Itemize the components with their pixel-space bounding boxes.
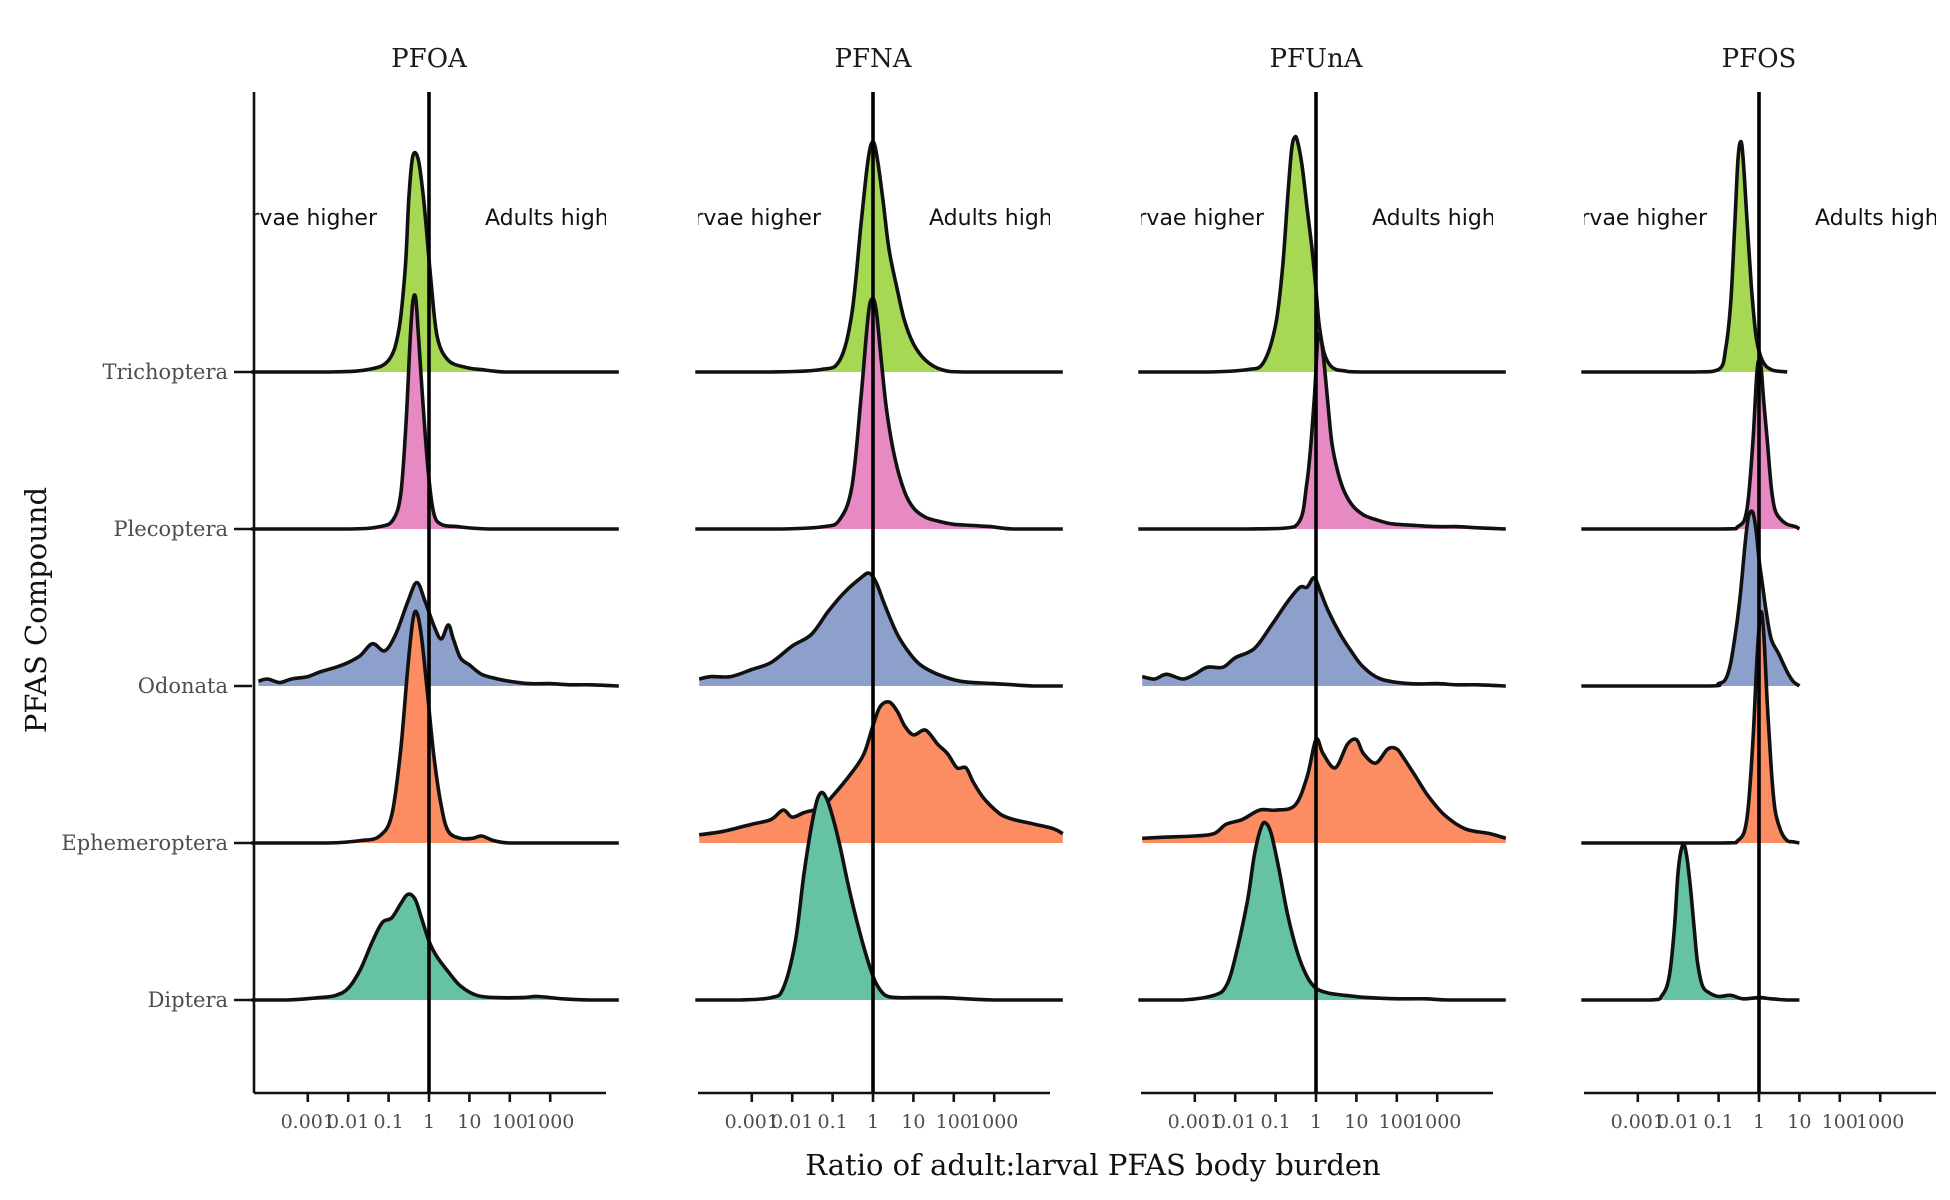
panel-title-pfuna: PFUnA	[1270, 44, 1364, 74]
ridge-line-pfna-plecoptera	[695, 296, 1063, 531]
x-tick-label-pfoa-3: 1	[423, 1111, 435, 1133]
x-tick-label-pfuna-6: 1000	[1413, 1111, 1461, 1133]
y-axis: Trichoptera Plecoptera Odonata Ephemeropter…	[61, 360, 252, 1012]
x-tick-label-pfuna-5: 100	[1379, 1111, 1415, 1133]
ridge-fill-pfos-ephemeroptera	[1581, 611, 1800, 843]
ridge-line-pfuna-trichoptera	[1138, 134, 1506, 374]
y-axis-title: PFAS Compound	[19, 487, 53, 733]
y-tick-label-diptera: Diptera	[148, 988, 228, 1012]
ridge-fill-pfuna-plecoptera	[1138, 333, 1506, 529]
ridge-fill-pfoa-ephemeroptera	[251, 611, 619, 843]
ridge-fill-pfoa-trichoptera	[251, 152, 619, 372]
ridge-fill-pfna-ephemeroptera	[699, 701, 1063, 843]
x-tick-label-pfos-2: 0.1	[1703, 1111, 1733, 1133]
panel-title-pfna: PFNA	[834, 44, 912, 74]
ridge-line-pfna-diptera	[695, 790, 1063, 1002]
ridge-line-pfoa-diptera	[251, 892, 619, 1002]
x-tick-label-pfna-1: 0.01	[771, 1111, 813, 1133]
x-tick-label-pfoa-4: 10	[457, 1111, 481, 1133]
x-tick-label-pfos-1: 0.01	[1657, 1111, 1699, 1133]
ridge-line-pfuna-diptera	[1138, 820, 1506, 1002]
ridge-line-pfos-trichoptera	[1581, 139, 1788, 374]
ridge-fill-pfuna-diptera	[1138, 822, 1506, 1000]
ridge-fill-pfos-plecoptera	[1581, 359, 1800, 529]
ridge-fill-pfoa-diptera	[251, 894, 619, 1000]
y-tick-label-ephemeroptera: Ephemeroptera	[61, 831, 228, 855]
ridge-line-pfuna-plecoptera	[1138, 331, 1506, 531]
annotation-adults-higher-pfos: Adults higher	[1815, 206, 1950, 231]
annotation-larvae-higher-pfoa: Larvae higher	[225, 206, 378, 231]
x-tick-label-pfoa-5: 100	[492, 1111, 528, 1133]
panel-title-pfoa: PFOA	[391, 44, 468, 74]
y-tick-label-odonata: Odonata	[138, 674, 228, 698]
ridge-fill-pfos-trichoptera	[1581, 141, 1788, 372]
ridge-line-pfoa-trichoptera	[251, 150, 619, 374]
y-tick-label-plecoptera: Plecoptera	[113, 517, 228, 541]
x-axis-title: Ratio of adult:larval PFAS body burden	[805, 1148, 1380, 1182]
ridge-line-pfos-ephemeroptera	[1581, 609, 1800, 845]
x-tick-label-pfna-6: 1000	[970, 1111, 1018, 1133]
panel-title-pfos: PFOS	[1722, 44, 1797, 74]
ridge-line-pfoa-ephemeroptera	[251, 609, 619, 845]
ridge-line-pfoa-plecoptera	[251, 293, 619, 531]
x-tick-label-pfuna-1: 0.01	[1214, 1111, 1256, 1133]
ridge-line-pfoa-odonata	[257, 580, 619, 688]
ridge-fill-pfoa-odonata	[258, 582, 619, 686]
x-tick-label-pfos-5: 100	[1822, 1111, 1858, 1133]
ridge-line-pfna-ephemeroptera	[698, 700, 1064, 837]
x-tick-label-pfuna-3: 1	[1310, 1111, 1322, 1133]
ridge-fill-pfuna-odonata	[1142, 577, 1506, 686]
x-tick-label-pfna-0: 0.001	[725, 1111, 779, 1133]
y-tick-label-trichoptera: Trichoptera	[102, 360, 228, 384]
ridge-line-pfos-odonata	[1581, 509, 1801, 688]
annotation-adults-higher-pfoa: Adults higher	[485, 206, 632, 231]
x-tick-label-pfoa-6: 1000	[526, 1111, 574, 1133]
ridge-line-pfna-odonata	[698, 571, 1063, 688]
x-tick-label-pfos-3: 1	[1753, 1111, 1765, 1133]
annotation-adults-higher-pfna: Adults higher	[929, 206, 1076, 231]
x-tick-label-pfuna-4: 10	[1344, 1111, 1368, 1133]
x-tick-label-pfos-0: 0.001	[1611, 1111, 1665, 1133]
ridge-line-pfos-plecoptera	[1581, 358, 1801, 531]
annotation-larvae-higher-pfna: Larvae higher	[669, 206, 822, 231]
ridge-fill-pfna-odonata	[699, 573, 1063, 686]
x-tick-label-pfos-4: 10	[1787, 1111, 1811, 1133]
x-tick-label-pfuna-2: 0.1	[1260, 1111, 1290, 1133]
x-tick-label-pfos-6: 1000	[1856, 1111, 1904, 1133]
x-tick-label-pfoa-1: 0.01	[327, 1111, 369, 1133]
ridge-fill-pfos-diptera	[1581, 844, 1800, 1000]
x-tick-label-pfoa-2: 0.1	[373, 1111, 403, 1133]
ridge-line-pfuna-odonata	[1141, 576, 1506, 688]
x-tick-label-pfna-4: 10	[901, 1111, 925, 1133]
ridge-line-pfna-trichoptera	[695, 139, 1063, 374]
x-tick-label-pfoa-0: 0.001	[281, 1111, 335, 1133]
x-tick-label-pfna-2: 0.1	[817, 1111, 847, 1133]
ridge-fill-pfna-trichoptera	[695, 141, 1063, 372]
x-tick-label-pfuna-0: 0.001	[1168, 1111, 1222, 1133]
x-tick-label-pfna-3: 1	[867, 1111, 879, 1133]
annotation-larvae-higher-pfos: Larvae higher	[1555, 206, 1708, 231]
annotation-larvae-higher-pfuna: Larvae higher	[1112, 206, 1265, 231]
x-tick-label-pfna-5: 100	[936, 1111, 972, 1133]
annotation-adults-higher-pfuna: Adults higher	[1372, 206, 1519, 231]
ridge-line-pfuna-ephemeroptera	[1142, 737, 1507, 841]
ridge-fill-pfuna-ephemeroptera	[1142, 738, 1506, 843]
ridge-fill-pfna-plecoptera	[695, 298, 1063, 529]
